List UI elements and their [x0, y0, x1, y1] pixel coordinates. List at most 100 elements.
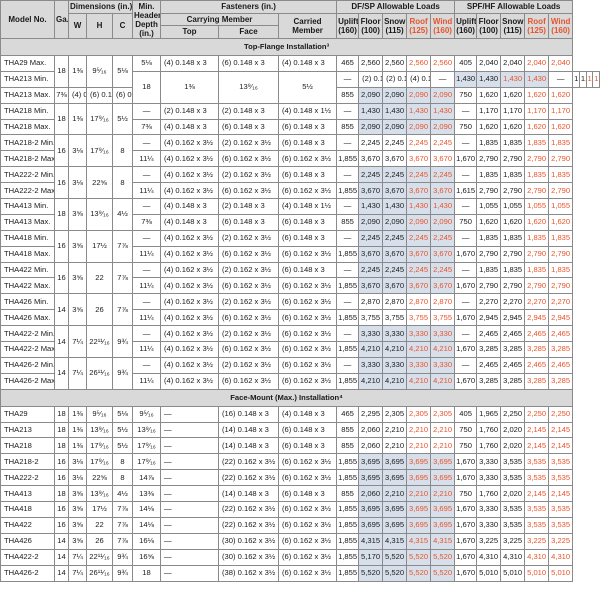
df-roof-cell: 2,245	[406, 134, 432, 152]
spf-uplift-cell: —	[454, 198, 478, 215]
c-cell: 8	[111, 134, 134, 168]
spf-wind-cell: 1,620	[548, 86, 574, 104]
fastener-carried-cell: (6) 0.162 x 3½	[278, 356, 338, 374]
spf-snow-cell: 1,835	[500, 134, 526, 152]
fastener-carried-cell: (6) 0.162 x 3½	[278, 245, 338, 263]
table-row: THA422 Min. 16 3⅝ 22 7⅞ — (4) 0.162 x 3½ (2) 0.…	[0, 261, 600, 295]
col-w: W	[68, 13, 87, 39]
df-wind-cell: 3,755	[430, 309, 456, 327]
fastener-top-cell: —	[160, 453, 220, 471]
fastener-carried-cell: (6) 0.162 x 3½	[278, 501, 338, 518]
height-cell: 22¹¹⁄₁₆	[86, 548, 113, 566]
table-row: THA29 Max. 18 1⅜ 9⁵⁄₁₆ 5⅛ 5⅛ (4) 0.148 x 3 (6) …	[0, 55, 600, 88]
fastener-face-cell: (14) 0.148 x 3	[218, 437, 280, 455]
spf-uplift-cell: 1,670	[454, 341, 478, 358]
gauge-cell: 18	[132, 70, 162, 104]
spf-roof-cell: 2,790	[524, 182, 550, 200]
spf-snow-cell: 2,020	[500, 485, 526, 503]
spf-wind-cell: 1,835	[548, 261, 574, 279]
fastener-top-cell: (4) 0.162 x 3½	[160, 150, 220, 168]
df-uplift-cell: 855	[336, 118, 360, 136]
df-uplift-cell: 855	[336, 213, 360, 231]
fastener-top-cell: —	[160, 437, 220, 455]
section-top-flange: Top-Flange Installation³	[0, 38, 574, 56]
spf-snow-cell: 1,170	[578, 70, 587, 88]
df-wind-cell: 2,245	[430, 261, 456, 279]
fastener-top-cell: —	[160, 501, 220, 518]
spf-floor-cell: 2,945	[476, 309, 502, 327]
fastener-carried-cell: (6) 0.162 x 3½	[278, 532, 338, 550]
fastener-top-cell: (4) 0.162 x 3½	[160, 277, 220, 295]
df-floor-cell: 3,755	[358, 309, 384, 327]
fastener-face-cell: (2) 0.162 x 3½	[218, 325, 280, 343]
header-depth-cell: 5⅛	[132, 55, 162, 72]
header-depth-cell: 11¼	[132, 182, 162, 200]
fastener-carried-cell: (6) 0.162 x 3½	[278, 564, 338, 582]
model-cell: THA213 Min.	[0, 70, 55, 88]
col-top: Top	[160, 25, 220, 39]
header-depth-cell: 18	[132, 564, 162, 582]
spf-wind-cell: 3,225	[548, 532, 574, 550]
gauge-cell: 16	[54, 516, 69, 534]
header-depth-cell: 16⅛	[132, 532, 162, 550]
table-row: THA422 16 3⅝ 22 7⅞ 14⅛ — (22) 0.162 x 3½ (6) 0.1…	[0, 516, 600, 534]
spf-roof-cell: 3,535	[524, 469, 550, 487]
df-wind-cell: 3,695	[430, 516, 456, 534]
df-roof-cell: 3,670	[406, 150, 432, 168]
width-cell: 7¼	[68, 564, 87, 582]
table-row: THA426-2 14 7¼ 26¹¹⁄₁₆ 9¾ 18— (38) 0.162 x 3½(…	[0, 564, 600, 582]
fastener-face-cell: (22) 0.162 x 3½	[218, 501, 280, 518]
df-snow-cell: 2,210	[382, 437, 408, 455]
spf-floor-cell: 2,790	[476, 182, 502, 200]
width-cell: 3⅝	[68, 261, 87, 295]
c-cell: 4½	[111, 485, 134, 503]
width-cell: 3⅛	[68, 453, 87, 471]
table-row: THA418 Min. 16 3⅝ 17½ 7⅞ — (4) 0.162 x 3½ (2) 0…	[0, 229, 600, 263]
header-depth-cell: —	[132, 102, 162, 120]
spf-floor-cell: 1,835	[476, 261, 502, 279]
df-uplift-cell: —	[430, 70, 456, 88]
header-depth-cell: 7⅜	[54, 86, 69, 104]
model-cell: THA426-2	[0, 564, 55, 582]
width-cell: 1⅜	[68, 405, 87, 423]
spf-wind-cell: 3,535	[548, 516, 574, 534]
spf-wind-cell: 1,170	[592, 70, 600, 88]
table-row: THA426-2 Max. 11¼ (4) 0.162 x 3½ (6) 0.162 …	[0, 372, 600, 390]
spf-roof-cell: 1,835	[524, 261, 550, 279]
fastener-top-cell: (2) 0.148 x 3	[160, 102, 220, 120]
spf-floor-cell: 2,790	[476, 150, 502, 168]
height-cell: 22¹¹⁄₁₆	[86, 325, 113, 358]
df-snow-cell: 2,870	[382, 293, 408, 311]
fastener-face-cell: (2) 0.162 x 3½	[218, 134, 280, 152]
df-snow-cell: 3,695	[382, 516, 408, 534]
df-roof-cell: 3,695	[406, 516, 432, 534]
spf-wind-cell: 1,835	[548, 134, 574, 152]
spf-snow-cell: 3,535	[500, 469, 526, 487]
df-wind-cell: 3,670	[430, 182, 456, 200]
header-depth-cell: —	[132, 261, 162, 279]
df-uplift-cell: 1,855	[336, 453, 360, 471]
model-cell: THA218-2 Max.	[0, 150, 55, 168]
df-roof-cell: 2,245	[406, 229, 432, 247]
section-face-mount: Face-Mount (Max.) Installation⁴	[0, 388, 574, 407]
df-floor-cell: 4,210	[358, 372, 384, 390]
spf-snow-cell: 1,620	[500, 86, 526, 104]
df-wind-cell: 2,090	[430, 118, 456, 136]
df-floor-cell: 3,670	[358, 150, 384, 168]
spf-uplift-cell: 750	[454, 213, 478, 231]
df-floor-cell: 2,090	[358, 118, 384, 136]
table-row: THA413 Max. 7⅜ (4) 0.148 x 3 (6) 0.148 x 3(…	[0, 213, 600, 231]
fastener-top-cell: (4) 0.148 x 3	[160, 55, 220, 72]
spf-roof-cell: 2,270	[524, 293, 550, 311]
spf-roof-cell: 1,620	[524, 213, 550, 231]
height-cell: 17⁹⁄₁₆	[86, 102, 113, 136]
fastener-carried-cell: (6) 0.162 x 3½	[278, 309, 338, 327]
height-cell: 26¹¹⁄₁₆	[86, 564, 113, 582]
spf-wind-cell: 2,790	[548, 150, 574, 168]
spf-wind-cell: 5,010	[548, 564, 574, 582]
fastener-face-cell: (2) 0.148 x 3	[382, 70, 408, 88]
c-cell: 8	[111, 166, 134, 200]
model-cell: THA418 Max.	[0, 245, 55, 263]
spf-wind-cell: 2,145	[548, 437, 574, 455]
